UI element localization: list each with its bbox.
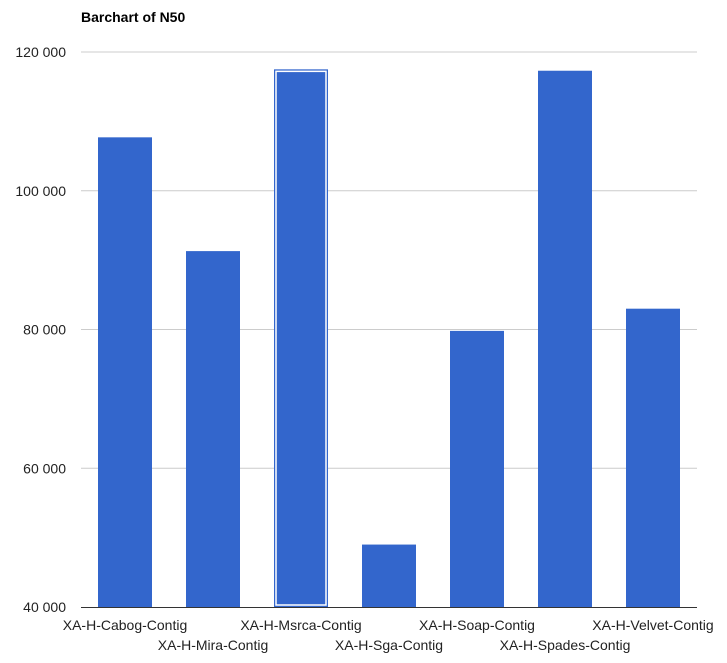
x-tick-label: XA-H-Msrca-Contig	[240, 617, 361, 633]
bar[interactable]	[450, 330, 504, 607]
x-tick-label: XA-H-Sga-Contig	[335, 637, 443, 653]
y-tick-label: 40 000	[23, 599, 66, 615]
bar[interactable]	[362, 544, 416, 607]
bars	[98, 69, 680, 608]
y-tick-label: 100 000	[15, 183, 66, 199]
x-tick-label: XA-H-Velvet-Contig	[592, 617, 713, 633]
x-tick-label: XA-H-Mira-Contig	[158, 637, 268, 653]
y-tick-label: 120 000	[15, 44, 66, 60]
bar[interactable]	[98, 137, 152, 608]
x-tick-label: XA-H-Spades-Contig	[500, 637, 631, 653]
y-axis-ticks: 40 000 60 000 80 000 100 000 120 000	[15, 44, 66, 615]
grid-lines	[81, 51, 697, 608]
bar-highlight-outline	[275, 70, 327, 606]
bar[interactable]	[274, 69, 328, 607]
y-tick-label: 60 000	[23, 460, 66, 476]
bar[interactable]	[186, 251, 240, 607]
x-axis-ticks: XA-H-Cabog-Contig XA-H-Mira-Contig XA-H-Ms…	[63, 617, 714, 653]
x-tick-label: XA-H-Soap-Contig	[419, 617, 535, 633]
y-tick-label: 80 000	[23, 322, 66, 338]
x-tick-label: XA-H-Cabog-Contig	[63, 617, 188, 633]
bar[interactable]	[538, 70, 592, 607]
chart-title: Barchart of N50	[81, 9, 185, 25]
bar[interactable]	[626, 308, 680, 607]
